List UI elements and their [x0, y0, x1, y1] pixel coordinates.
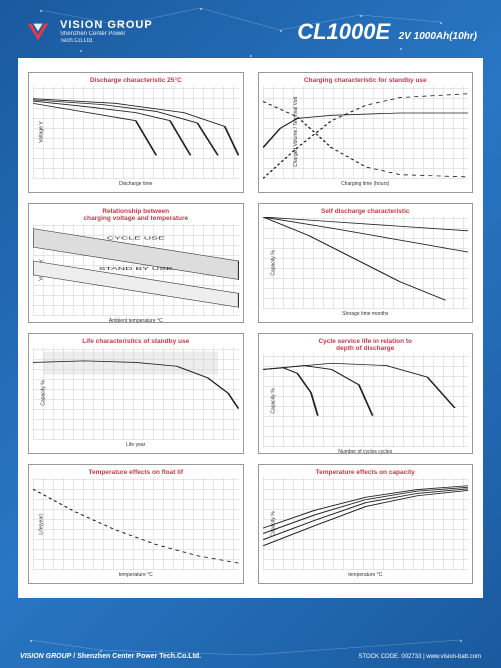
- chart-5: Cycle service life in relation todepth o…: [258, 333, 474, 454]
- curves: [33, 478, 239, 571]
- footer-left: VISION GROUP / Shenzhen Center Power Tec…: [20, 653, 201, 660]
- svg-text:STAND BY USE: STAND BY USE: [99, 266, 173, 271]
- x-label: Ambient temperature °C: [109, 318, 163, 324]
- footer-stock: STOCK CODE. 002733: [358, 654, 421, 660]
- logo-area: VISION GROUP Shenzhen Center Power Tech.…: [24, 18, 153, 46]
- brand-name: VISION GROUP: [60, 19, 153, 31]
- x-label: Charging time (hours): [341, 181, 389, 187]
- chart-1: Charging characteristic for standby use C…: [258, 72, 474, 193]
- logo-text: VISION GROUP Shenzhen Center Power Tech.…: [60, 19, 153, 45]
- svg-text:CYCLE USE: CYCLE USE: [107, 235, 165, 240]
- plot-area: Capacity %temperature °C: [263, 478, 469, 571]
- curves: [263, 86, 469, 179]
- chart-title: Discharge characteristic 25°C: [33, 77, 239, 84]
- chart-0: Discharge characteristic 25°C Voltage VDi…: [28, 72, 244, 193]
- x-label: Storage time months: [342, 311, 388, 317]
- chart-2: Relationship betweencharging voltage and…: [28, 203, 244, 324]
- footer-brand: VISION GROUP: [20, 653, 71, 660]
- header: VISION GROUP Shenzhen Center Power Tech.…: [0, 0, 501, 58]
- chart-title: Temperature effects on capacity: [263, 469, 469, 476]
- x-label: Life year: [126, 442, 145, 448]
- curves: [263, 354, 469, 447]
- curves: [263, 478, 469, 571]
- x-label: temperature °C: [348, 572, 382, 578]
- chart-7: Temperature effects on capacity Capacity …: [258, 464, 474, 585]
- chart-title: Temperature effects on float lif: [33, 469, 239, 476]
- plot-area: Voltage VDischarge time: [33, 86, 239, 179]
- chart-4: Life characteristics of standby use Capac…: [28, 333, 244, 454]
- plot-area: Capacity %Life year: [33, 347, 239, 440]
- plot-area: Capacity %Number of cycles cycles: [263, 354, 469, 447]
- x-label: Discharge time: [119, 181, 152, 187]
- charts-grid: Discharge characteristic 25°C Voltage VDi…: [18, 58, 483, 598]
- plot-area: Life(year)temperature °C: [33, 478, 239, 571]
- plot-area: Charged Volume / Terminal VoltCharging t…: [263, 86, 469, 179]
- footer: VISION GROUP / Shenzhen Center Power Tec…: [0, 645, 501, 668]
- x-label: Number of cycles cycles: [338, 449, 392, 455]
- chart-title: Self discharge characteristic: [263, 208, 469, 215]
- datasheet-page: VISION GROUP Shenzhen Center Power Tech.…: [0, 0, 501, 668]
- vision-logo-icon: [24, 18, 52, 46]
- footer-company: Shenzhen Center Power Tech.Co.Ltd.: [77, 653, 201, 660]
- footer-right: STOCK CODE. 002733 | www.vision-batt.com: [358, 654, 481, 660]
- chart-title: Cycle service life in relation todepth o…: [263, 338, 469, 352]
- plot-area: Voltage VAmbient temperature °CCYCLE USE…: [33, 224, 239, 317]
- curves: [33, 86, 239, 179]
- x-label: temperature °C: [119, 572, 153, 578]
- chart-3: Self discharge characteristic Capacity %S…: [258, 203, 474, 324]
- model-spec: 2V 1000Ah(10hr): [399, 31, 477, 42]
- footer-url: www.vision-batt.com: [426, 654, 481, 660]
- model-block: CL1000E 2V 1000Ah(10hr): [297, 19, 477, 45]
- chart-title: Relationship betweencharging voltage and…: [33, 208, 239, 222]
- model-name: CL1000E: [297, 19, 390, 44]
- curves: [33, 347, 239, 440]
- brand-sub2: Tech.Co.Ltd.: [60, 38, 153, 45]
- chart-title: Life characteristics of standby use: [33, 338, 239, 345]
- plot-area: Capacity %Storage time months: [263, 217, 469, 310]
- curves: [263, 217, 469, 310]
- chart-6: Temperature effects on float lif Life(yea…: [28, 464, 244, 585]
- brand-sub1: Shenzhen Center Power: [60, 31, 153, 38]
- curves: CYCLE USE STAND BY USE: [33, 224, 239, 317]
- chart-title: Charging characteristic for standby use: [263, 77, 469, 84]
